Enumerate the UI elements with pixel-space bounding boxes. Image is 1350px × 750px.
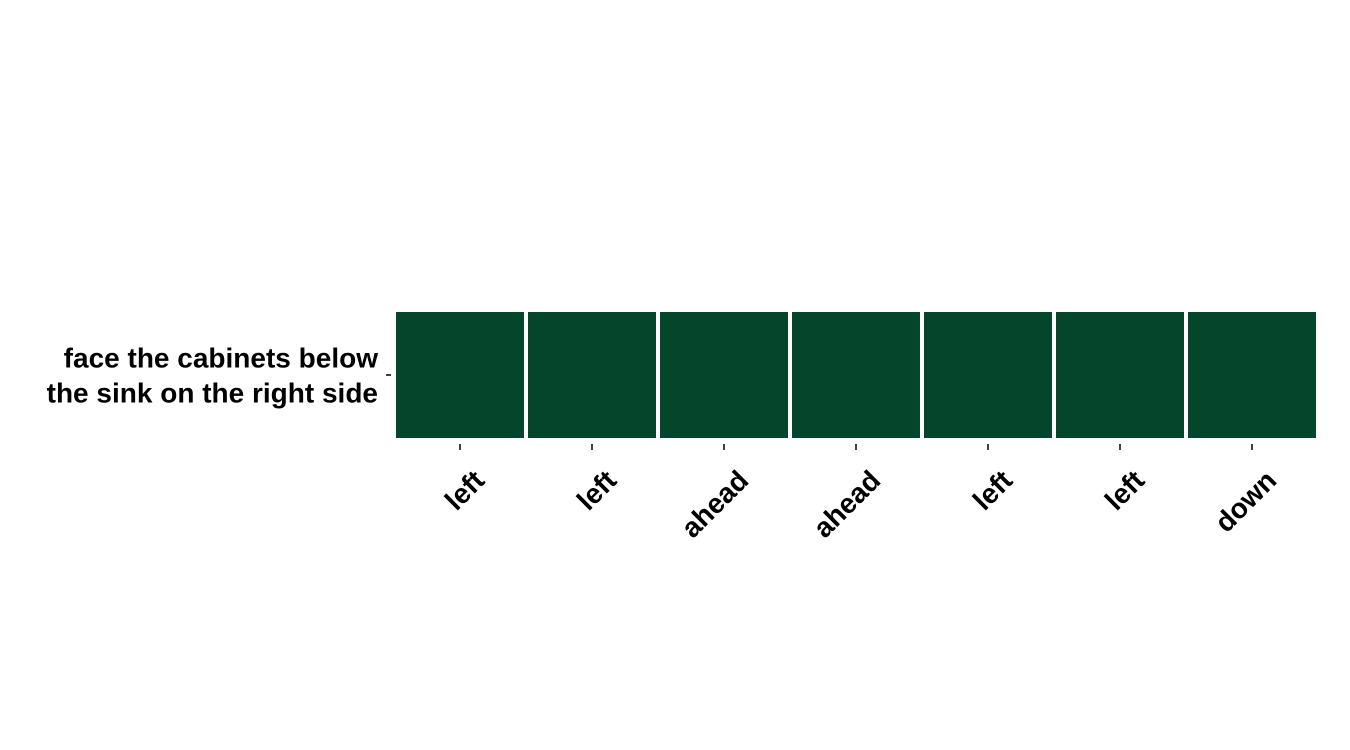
heatmap-cell xyxy=(788,308,924,442)
x-tick-label: ahead xyxy=(675,464,754,543)
x-tick-label: left xyxy=(967,464,1019,516)
row-labels: face the cabinets below the sink on the r… xyxy=(47,343,391,409)
heatmap-cell xyxy=(1052,308,1188,442)
x-tick-label: ahead xyxy=(807,464,886,543)
row-label: the sink on the right side xyxy=(47,378,378,409)
heatmap-cell xyxy=(920,308,1056,442)
row-label: face the cabinets below xyxy=(64,343,379,374)
x-tick-label: down xyxy=(1209,464,1283,538)
heatmap-cell xyxy=(656,308,792,442)
heatmap-cell xyxy=(524,308,660,442)
x-tick-label: left xyxy=(1099,464,1151,516)
x-tick-label: left xyxy=(571,464,623,516)
heatmap-cell xyxy=(1184,308,1320,442)
x-axis-ticks: left left ahead ahead left left down xyxy=(439,444,1283,544)
heatmap-cells xyxy=(392,308,1320,442)
heatmap-cell xyxy=(392,308,528,442)
x-tick-label: left xyxy=(439,464,491,516)
